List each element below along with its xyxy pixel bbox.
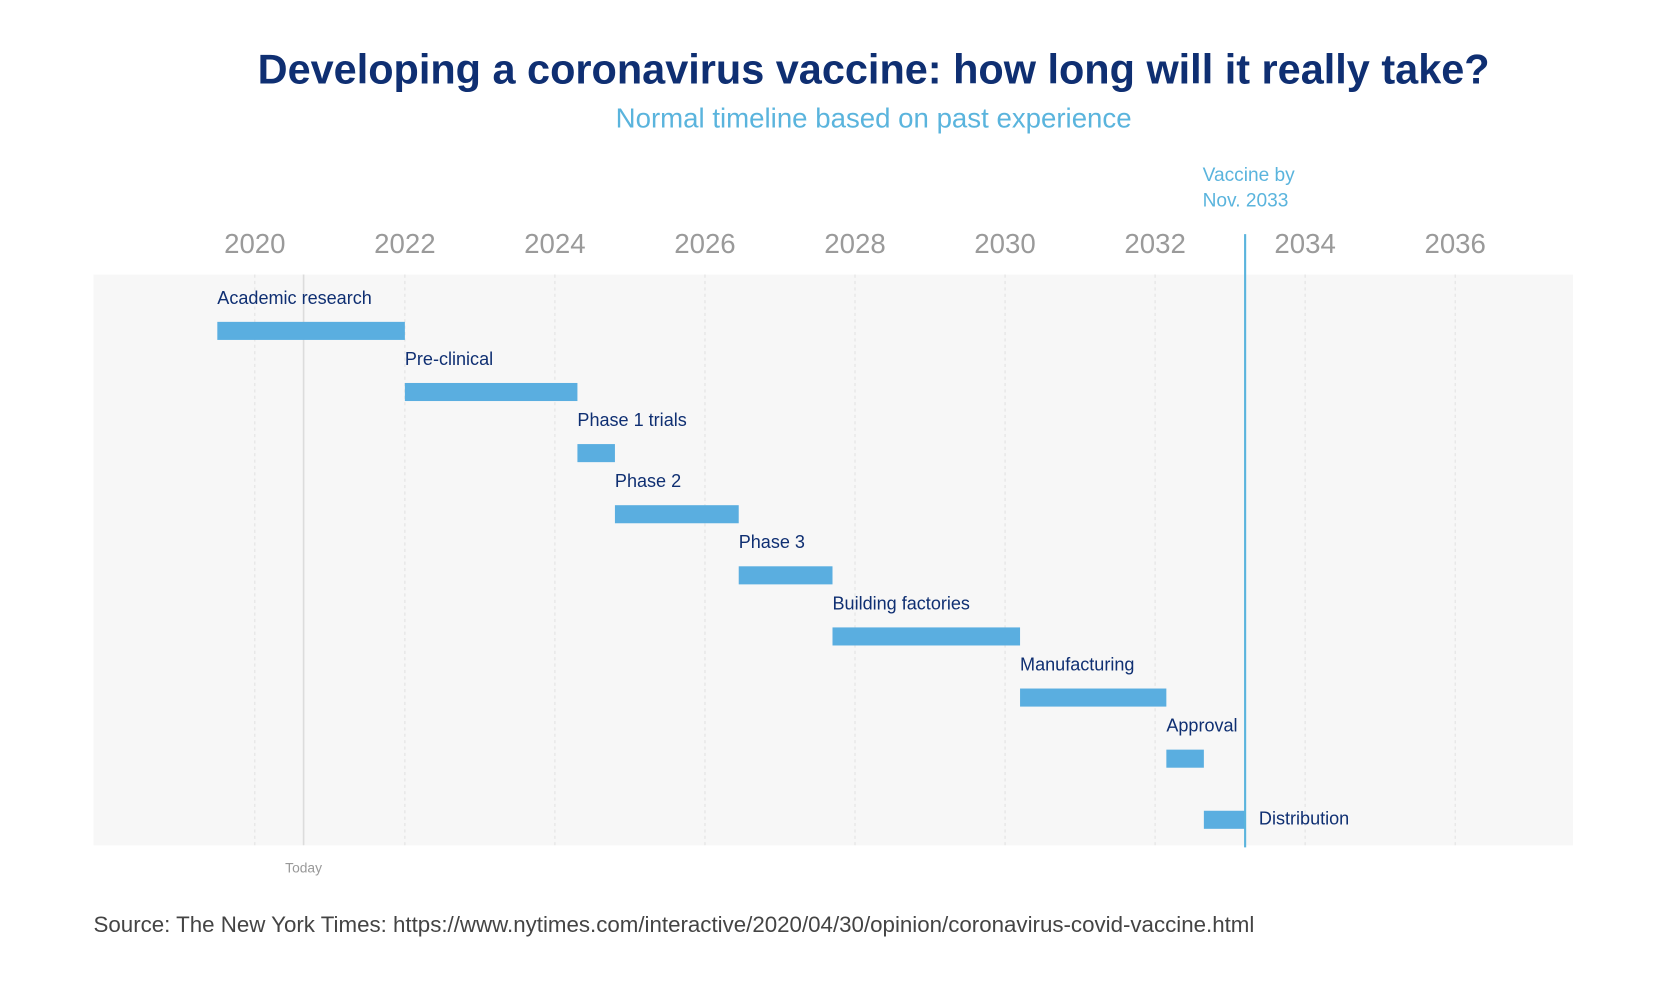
- bar: [832, 627, 1021, 646]
- chart-title: Developing a coronavirus vaccine: how lo…: [258, 46, 1490, 93]
- x-tick-label: 2030: [974, 228, 1035, 259]
- bar-label: Phase 3: [739, 532, 805, 552]
- bar: [1203, 810, 1246, 829]
- bar-label: Building factories: [833, 593, 970, 613]
- today-label: Today: [285, 859, 322, 875]
- bar-label: Pre-clinical: [405, 349, 493, 369]
- bar: [1020, 688, 1167, 707]
- bar-label: Manufacturing: [1020, 654, 1134, 674]
- x-tick-label: 2036: [1424, 228, 1485, 259]
- plot-area: [93, 274, 1573, 846]
- bar-label: Approval: [1166, 716, 1237, 736]
- bar-label: Distribution: [1259, 809, 1349, 829]
- x-tick-label: 2034: [1274, 228, 1335, 259]
- bar: [738, 566, 833, 585]
- bar: [614, 505, 739, 524]
- bar: [404, 382, 578, 402]
- x-tick-label: 2022: [374, 228, 435, 259]
- bar-label: Phase 1 trials: [577, 410, 686, 430]
- bar-label: Academic research: [217, 288, 371, 308]
- vaccine-label: Nov. 2033: [1203, 190, 1289, 211]
- x-tick-label: 2026: [674, 228, 735, 259]
- bar: [1166, 749, 1204, 768]
- source: Source: The New York Times: https://www.…: [94, 912, 1255, 937]
- bar: [577, 444, 615, 463]
- bar: [217, 321, 405, 340]
- x-tick-label: 2032: [1124, 228, 1185, 259]
- bar-label: Phase 2: [615, 471, 681, 491]
- x-tick-label: 2028: [824, 228, 885, 259]
- chart-subtitle: Normal timeline based on past experience: [616, 103, 1132, 134]
- vaccine-label: Vaccine by: [1203, 165, 1296, 186]
- x-tick-label: 2024: [524, 228, 585, 259]
- x-tick-label: 2020: [224, 228, 285, 259]
